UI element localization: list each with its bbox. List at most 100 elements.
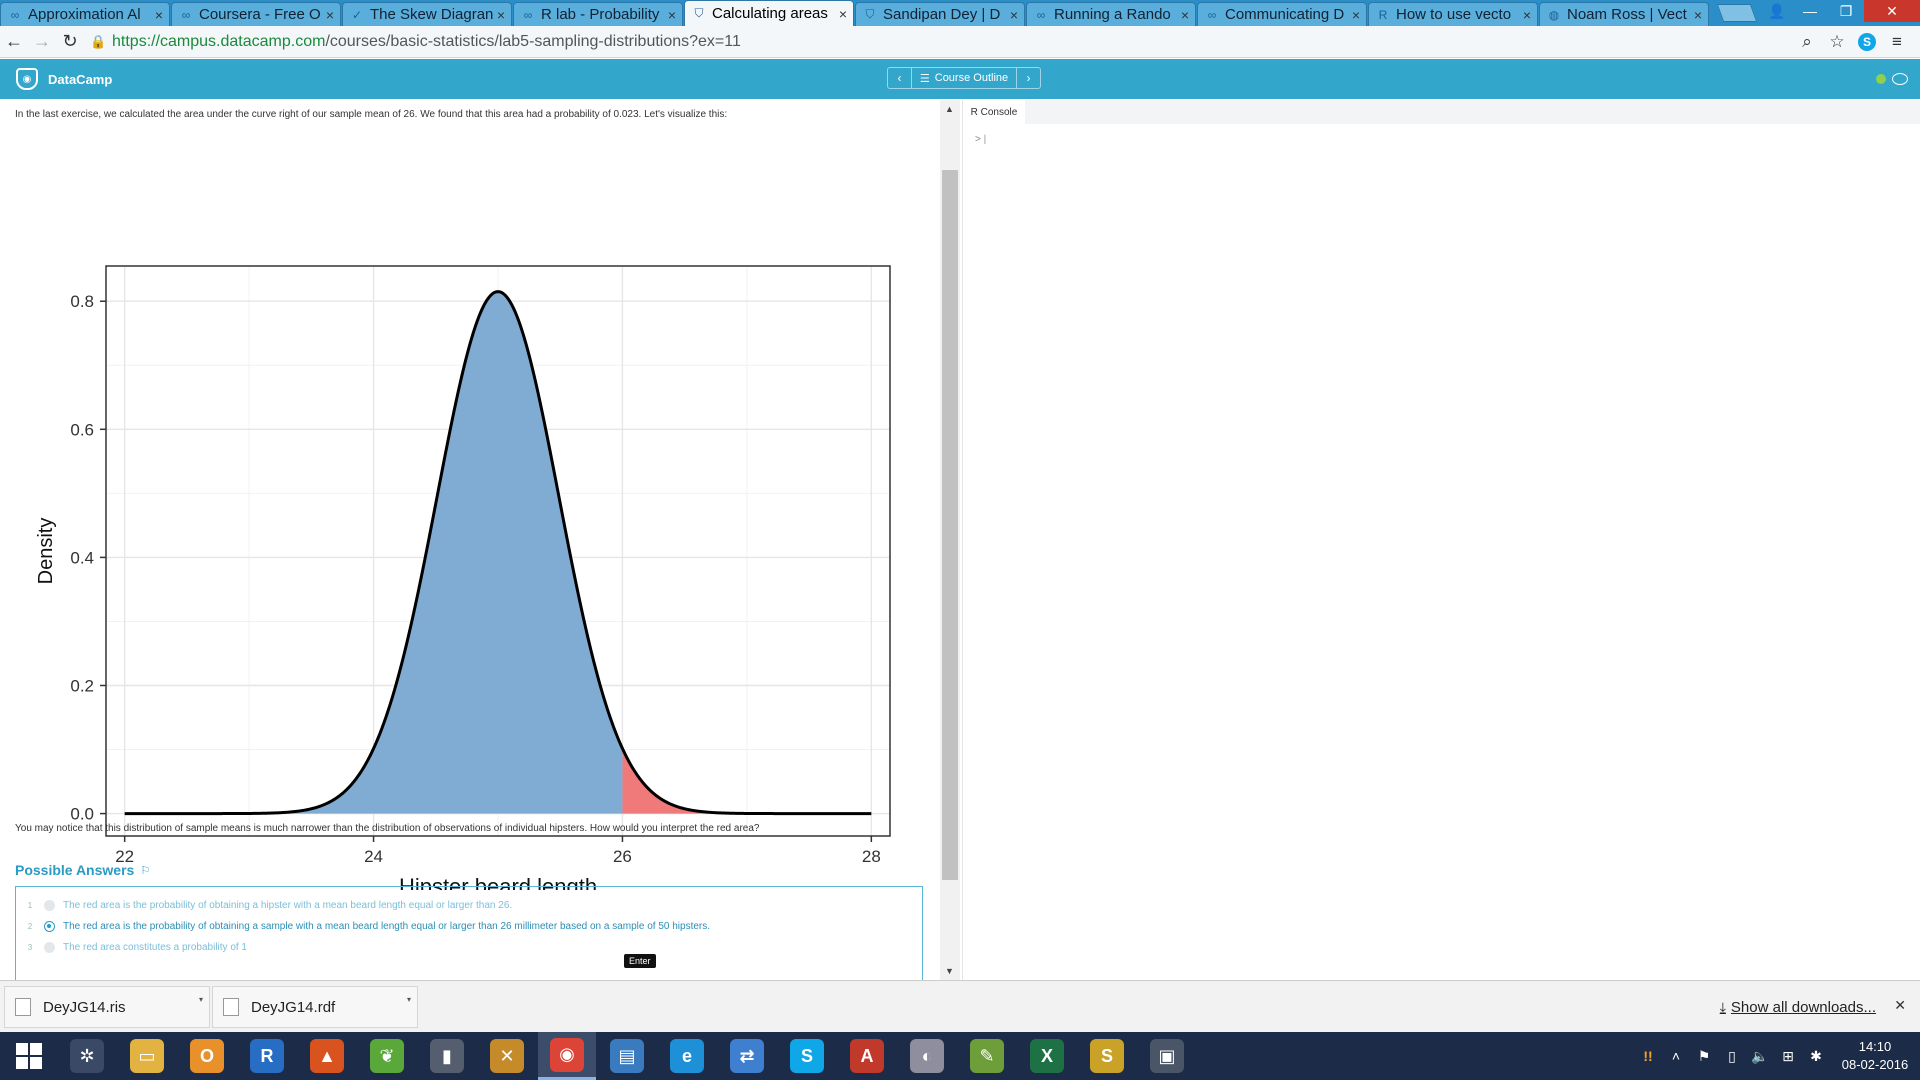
answer-text: The red area is the probability of obtai… [63,899,513,911]
taskbar-app[interactable]: ▲ [298,1032,356,1080]
file-icon [223,998,239,1016]
y-tick-label: 0.8 [70,292,94,311]
taskbar-app[interactable]: ◐ [898,1032,956,1080]
course-outline-nav: ‹ ☰ Course Outline › [887,67,1041,89]
new-tab-button[interactable] [1716,4,1758,22]
zoom-icon[interactable]: ⌕ [1802,31,1812,51]
close-window-icon[interactable]: ✕ [1864,0,1920,22]
download-item[interactable]: DeyJG14.ris ▾ [4,986,210,1028]
answer-radio[interactable] [44,920,55,932]
x-tick-label: 22 [115,847,134,866]
close-tab-icon[interactable]: × [1693,6,1702,23]
taskbar-app[interactable]: ✕ [478,1032,536,1080]
taskbar-apps: ✲ ▭ O R ▲ ❦ ▮ ✕ ◉ ▤ e ⇄ S A ◐ ✎ X S ▣ [58,1032,1198,1080]
taskbar-app[interactable]: ▤ [598,1032,656,1080]
security-icon: ▤ [610,1039,644,1073]
network-tray-icon[interactable]: ✱ [1810,1047,1822,1064]
close-tab-icon[interactable]: × [1351,6,1360,23]
answer-number: 3 [27,942,33,952]
datacamp-logo[interactable]: ◉ DataCamp [16,68,112,90]
start-button[interactable] [0,1032,58,1080]
density-area-tail [622,748,872,814]
close-downloads-icon[interactable]: ✕ [1894,997,1906,1013]
taskbar-app[interactable]: S [1078,1032,1136,1080]
answer-option[interactable]: 3 The red area constitutes a probability … [16,937,916,957]
volume-icon[interactable]: 🔈 [1751,1047,1769,1064]
back-icon[interactable]: ← [5,31,23,51]
tab-label: Coursera - Free O [199,6,321,23]
close-tab-icon[interactable]: × [325,6,334,23]
browser-tab[interactable]: ∞ Coursera - Free O × [171,2,341,26]
taskbar-app[interactable]: ⇄ [718,1032,776,1080]
prompt-symbol: > [975,134,981,145]
notification-warning-icon[interactable]: !! [1643,1048,1653,1064]
maximize-icon[interactable]: ❐ [1839,2,1853,19]
browser-tab[interactable]: R How to use vecto × [1368,2,1538,26]
taskbar-app[interactable]: ✲ [58,1032,116,1080]
minimize-icon[interactable]: — [1803,3,1817,19]
taskbar-app[interactable]: ▮ [418,1032,476,1080]
download-menu-icon[interactable]: ▾ [198,995,203,1004]
exercise-scrollbar[interactable]: ▲ ▼ [940,100,960,980]
browser-tab[interactable]: ◍ Noam Ross | Vect × [1539,2,1709,26]
taskbar-app[interactable]: A [838,1032,896,1080]
close-tab-icon[interactable]: × [1180,6,1189,23]
console-prompt[interactable]: > | [975,134,987,145]
taskbar-app[interactable]: ◉ [538,1032,596,1080]
reload-icon[interactable]: ↻ [62,31,78,51]
close-tab-icon[interactable]: × [496,6,505,23]
tray-expand-icon[interactable]: ˄ [1671,1048,1681,1064]
plot-border [105,265,891,837]
forward-icon[interactable]: → [33,31,51,51]
url-input[interactable]: 🔒 https://campus.datacamp.com/courses/ba… [90,30,1786,54]
taskbar-app[interactable]: ✎ [958,1032,1016,1080]
browser-tab[interactable]: ✓ The Skew Diagran × [342,2,512,26]
chat-icon[interactable] [1892,73,1908,85]
browser-tab[interactable]: ⛉ Calculating areas × [684,0,854,26]
close-tab-icon[interactable]: × [838,5,847,22]
close-tab-icon[interactable]: × [667,6,676,23]
clock[interactable]: 14:10 08-02-2016 [1830,1032,1920,1080]
close-tab-icon[interactable]: × [154,6,163,23]
download-item[interactable]: DeyJG14.rdf ▾ [212,986,418,1028]
show-all-downloads-link[interactable]: ⤓ Show all downloads... [1720,999,1876,1016]
bookmark-star-icon[interactable]: ☆ [1829,31,1845,51]
flag-icon[interactable]: ⚐ [140,864,151,877]
battery-icon[interactable]: ▯ [1728,1047,1736,1064]
browser-tab[interactable]: ∞ R lab - Probability × [513,2,683,26]
answer-radio[interactable] [44,899,55,911]
taskbar-app[interactable]: R [238,1032,296,1080]
flag-tray-icon[interactable]: ⚑ [1697,1047,1711,1064]
browser-tab[interactable]: ∞ Approximation Al × [0,2,170,26]
next-exercise-button[interactable]: › [1016,68,1040,88]
windows-tray-icon[interactable]: ⊞ [1782,1047,1794,1064]
user-icon[interactable]: 👤 [1768,2,1786,19]
matlab-icon: ▲ [310,1039,344,1073]
menu-icon[interactable]: ≡ [1892,31,1902,51]
answer-option[interactable]: 2 The red area is the probability of obta… [16,916,916,936]
taskbar-app[interactable]: X [1018,1032,1076,1080]
internet-explorer-icon: e [670,1039,704,1073]
taskbar-app[interactable]: O [178,1032,236,1080]
browser-tab[interactable]: ∞ Running a Rando × [1026,2,1196,26]
taskbar-app[interactable]: e [658,1032,716,1080]
scrollbar-thumb[interactable] [942,170,958,880]
course-outline-button[interactable]: ☰ Course Outline [912,72,1016,85]
close-tab-icon[interactable]: × [1009,6,1018,23]
taskbar-app[interactable]: ❦ [358,1032,416,1080]
answer-option[interactable]: 1 The red area is the probability of obta… [16,895,916,915]
browser-tab[interactable]: ∞ Communicating D × [1197,2,1367,26]
answer-radio[interactable] [44,941,55,953]
scroll-down-icon[interactable]: ▼ [945,966,954,976]
close-tab-icon[interactable]: × [1522,6,1531,23]
skype-extension-icon[interactable]: S [1858,32,1876,51]
download-menu-icon[interactable]: ▾ [406,995,411,1004]
taskbar-app[interactable]: ▣ [1138,1032,1196,1080]
taskbar-app[interactable]: S [778,1032,836,1080]
scroll-up-icon[interactable]: ▲ [945,104,954,114]
browser-tab[interactable]: ⛉ Sandipan Dey | D × [855,2,1025,26]
taskbar-app[interactable]: ▭ [118,1032,176,1080]
previous-exercise-button[interactable]: ‹ [888,68,912,88]
tab-r-console[interactable]: R Console [963,100,1025,124]
enter-key-tooltip: Enter [624,954,656,968]
